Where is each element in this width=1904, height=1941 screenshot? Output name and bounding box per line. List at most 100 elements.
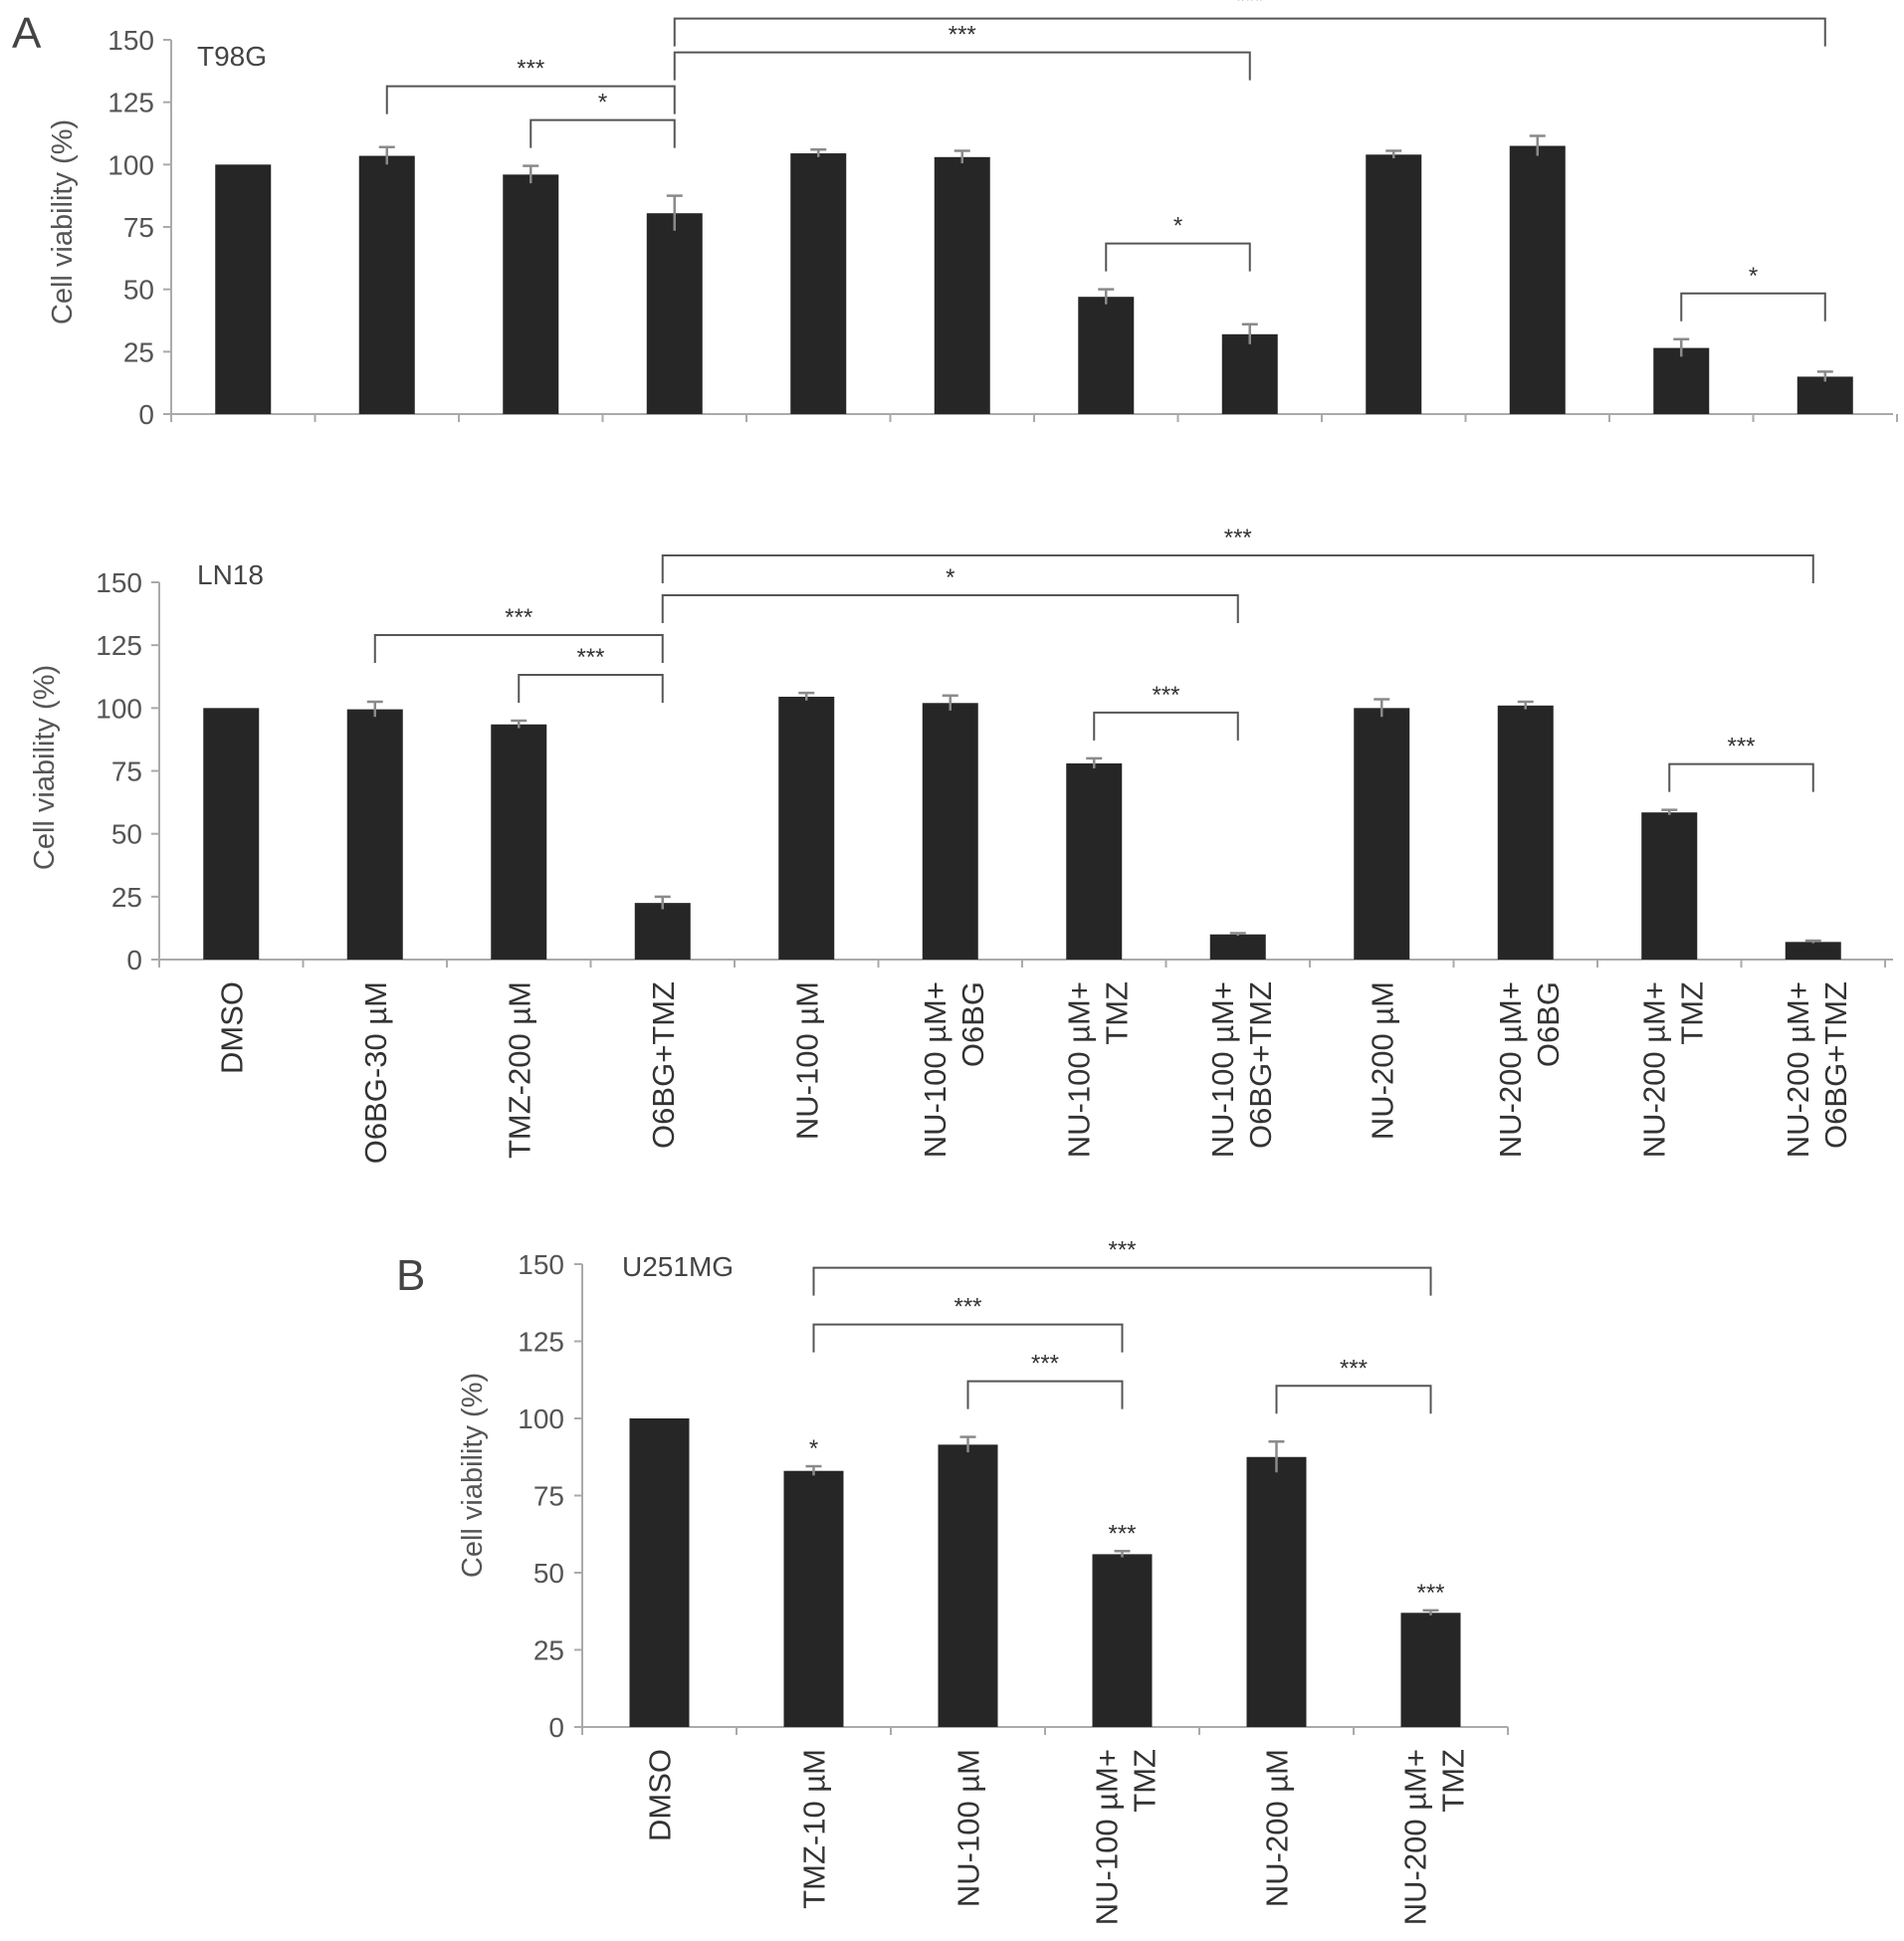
significance-label-u251mg: *** [1031,1351,1059,1378]
y-axis-title-u251mg: Cell viability (%) [457,1373,489,1578]
significance-bracket-t98g [385,85,676,114]
y-tick-label-ln18: 75 [111,756,142,787]
x-tick-label-ln18: O6BG+TMZ [646,981,681,1149]
x-tick-label-ln18: NU-100 µM+O6BG+TMZ [1205,981,1278,1158]
x-tick-label-ln18: NU-200 µM [1365,981,1399,1140]
bar-t98g [1509,145,1566,415]
y-tick-label-t98g: 100 [107,149,154,180]
bar-u251mg [1246,1456,1307,1727]
bar-significance-mark-u251mg: * [809,1435,818,1462]
bar-t98g [215,164,272,414]
y-axis-title-ln18: Cell viability (%) [29,665,61,870]
significance-label-t98g: * [1173,213,1182,240]
bar-ln18 [1066,762,1123,960]
bar-u251mg [1400,1613,1461,1727]
x-tick-label-u251mg: DMSO [643,1749,678,1841]
y-tick-label-t98g: 75 [123,212,154,243]
chart-title-u251mg: U251MG [622,1251,734,1282]
bar-t98g [1078,297,1135,414]
significance-label-t98g: *** [949,22,976,49]
y-tick-label-u251mg: 25 [533,1635,564,1666]
bar-ln18 [922,703,978,960]
y-tick-label-t98g: 50 [123,275,154,306]
bar-u251mg [938,1444,998,1727]
significance-label-ln18: *** [1727,734,1755,760]
bar-ln18 [1641,812,1698,960]
bar-significance-mark-u251mg: *** [1416,1580,1444,1607]
significance-bracket-u251mg [1275,1385,1432,1414]
panel-letter-a: A [12,9,42,58]
x-tick-label-ln18: O6BG-30 µM [358,981,393,1164]
significance-bracket-t98g [673,17,1826,47]
bar-t98g [790,153,847,414]
y-tick-label-ln18: 0 [126,945,142,975]
y-tick-label-u251mg: 50 [533,1558,564,1589]
significance-label-u251mg: *** [1340,1355,1368,1382]
significance-label-t98g: * [598,90,607,116]
y-axis-title-t98g: Cell viability (%) [47,119,79,324]
significance-label-ln18: * [946,564,954,591]
bar-ln18 [1785,942,1841,960]
bar-t98g [934,156,990,414]
y-tick-label-u251mg: 0 [548,1712,564,1743]
y-tick-label-ln18: 125 [96,630,142,661]
chart-u251mg: U251MG Cell viability (%) 0 25 50 75 100 125 1… [457,1237,1509,1925]
x-tick-label-ln18: NU-100 µM+TMZ [1061,981,1134,1158]
significance-label-ln18: *** [576,644,604,671]
y-tick-label-ln18: 50 [111,819,142,850]
bar-t98g [1797,376,1853,414]
y-tick-label-t98g: 150 [107,25,154,56]
y-tick-label-t98g: 125 [107,88,154,118]
y-tick-label-u251mg: 150 [518,1249,564,1280]
bar-u251mg [783,1470,844,1727]
x-tick-label-u251mg: TMZ-10 µM [797,1749,832,1909]
significance-label-u251mg: *** [1108,1237,1136,1264]
y-tick-label-ln18: 25 [111,882,142,913]
significance-bracket-ln18 [518,673,664,703]
bar-ln18 [1354,708,1410,960]
chart-title-t98g: T98G [197,41,267,72]
significance-label-t98g: * [1749,263,1758,290]
significance-bracket-u251mg [966,1380,1124,1409]
bar-significance-mark-u251mg: *** [1108,1520,1136,1547]
significance-bracket-t98g [1105,242,1251,272]
chart-t98g: T98G Cell viability (%) 0 25 50 75 100 125 150… [47,0,1898,430]
bar-t98g [1221,333,1278,414]
x-tick-label-ln18: NU-100 µM [789,981,824,1140]
bar-t98g [503,174,559,414]
significance-bracket-t98g [529,118,676,148]
y-tick-label-t98g: 0 [138,399,154,430]
x-tick-label-u251mg: NU-100 µM [952,1749,986,1907]
y-tick-label-u251mg: 125 [518,1327,564,1358]
significance-label-t98g: *** [517,56,544,83]
x-tick-label-ln18: NU-200 µM+O6BG+TMZ [1781,981,1853,1158]
significance-label-t98g: *** [1236,0,1264,15]
significance-bracket-ln18 [1668,762,1814,792]
significance-bracket-ln18 [661,553,1814,583]
y-tick-label-ln18: 100 [96,693,142,724]
y-tick-label-u251mg: 75 [533,1481,564,1512]
bar-ln18 [1497,705,1554,960]
x-tick-label-u251mg: NU-200 µM [1260,1749,1295,1907]
significance-label-u251mg: *** [953,1294,981,1321]
significance-bracket-ln18 [1093,711,1239,741]
y-tick-label-u251mg: 100 [518,1403,564,1434]
x-tick-label-u251mg: NU-200 µM+TMZ [1398,1749,1471,1925]
bar-t98g [1366,154,1422,414]
bar-ln18 [634,903,691,960]
significance-bracket-t98g [1680,292,1826,322]
x-tick-label-ln18: NU-200 µM+O6BG [1493,981,1566,1158]
chart-title-ln18: LN18 [197,559,264,590]
bar-ln18 [346,709,403,960]
chart-ln18: LN18 Cell viability (%) 0 25 50 75 100 125 150… [29,525,1893,1164]
bar-ln18 [1209,934,1266,960]
significance-bracket-t98g [673,51,1251,81]
x-tick-label-ln18: DMSO [214,981,249,1074]
bar-ln18 [491,724,547,960]
significance-bracket-u251mg [812,1266,1432,1296]
bar-ln18 [778,696,835,960]
bar-ln18 [203,708,260,960]
significance-bracket-ln18 [661,593,1239,623]
bar-u251mg [1092,1554,1153,1727]
